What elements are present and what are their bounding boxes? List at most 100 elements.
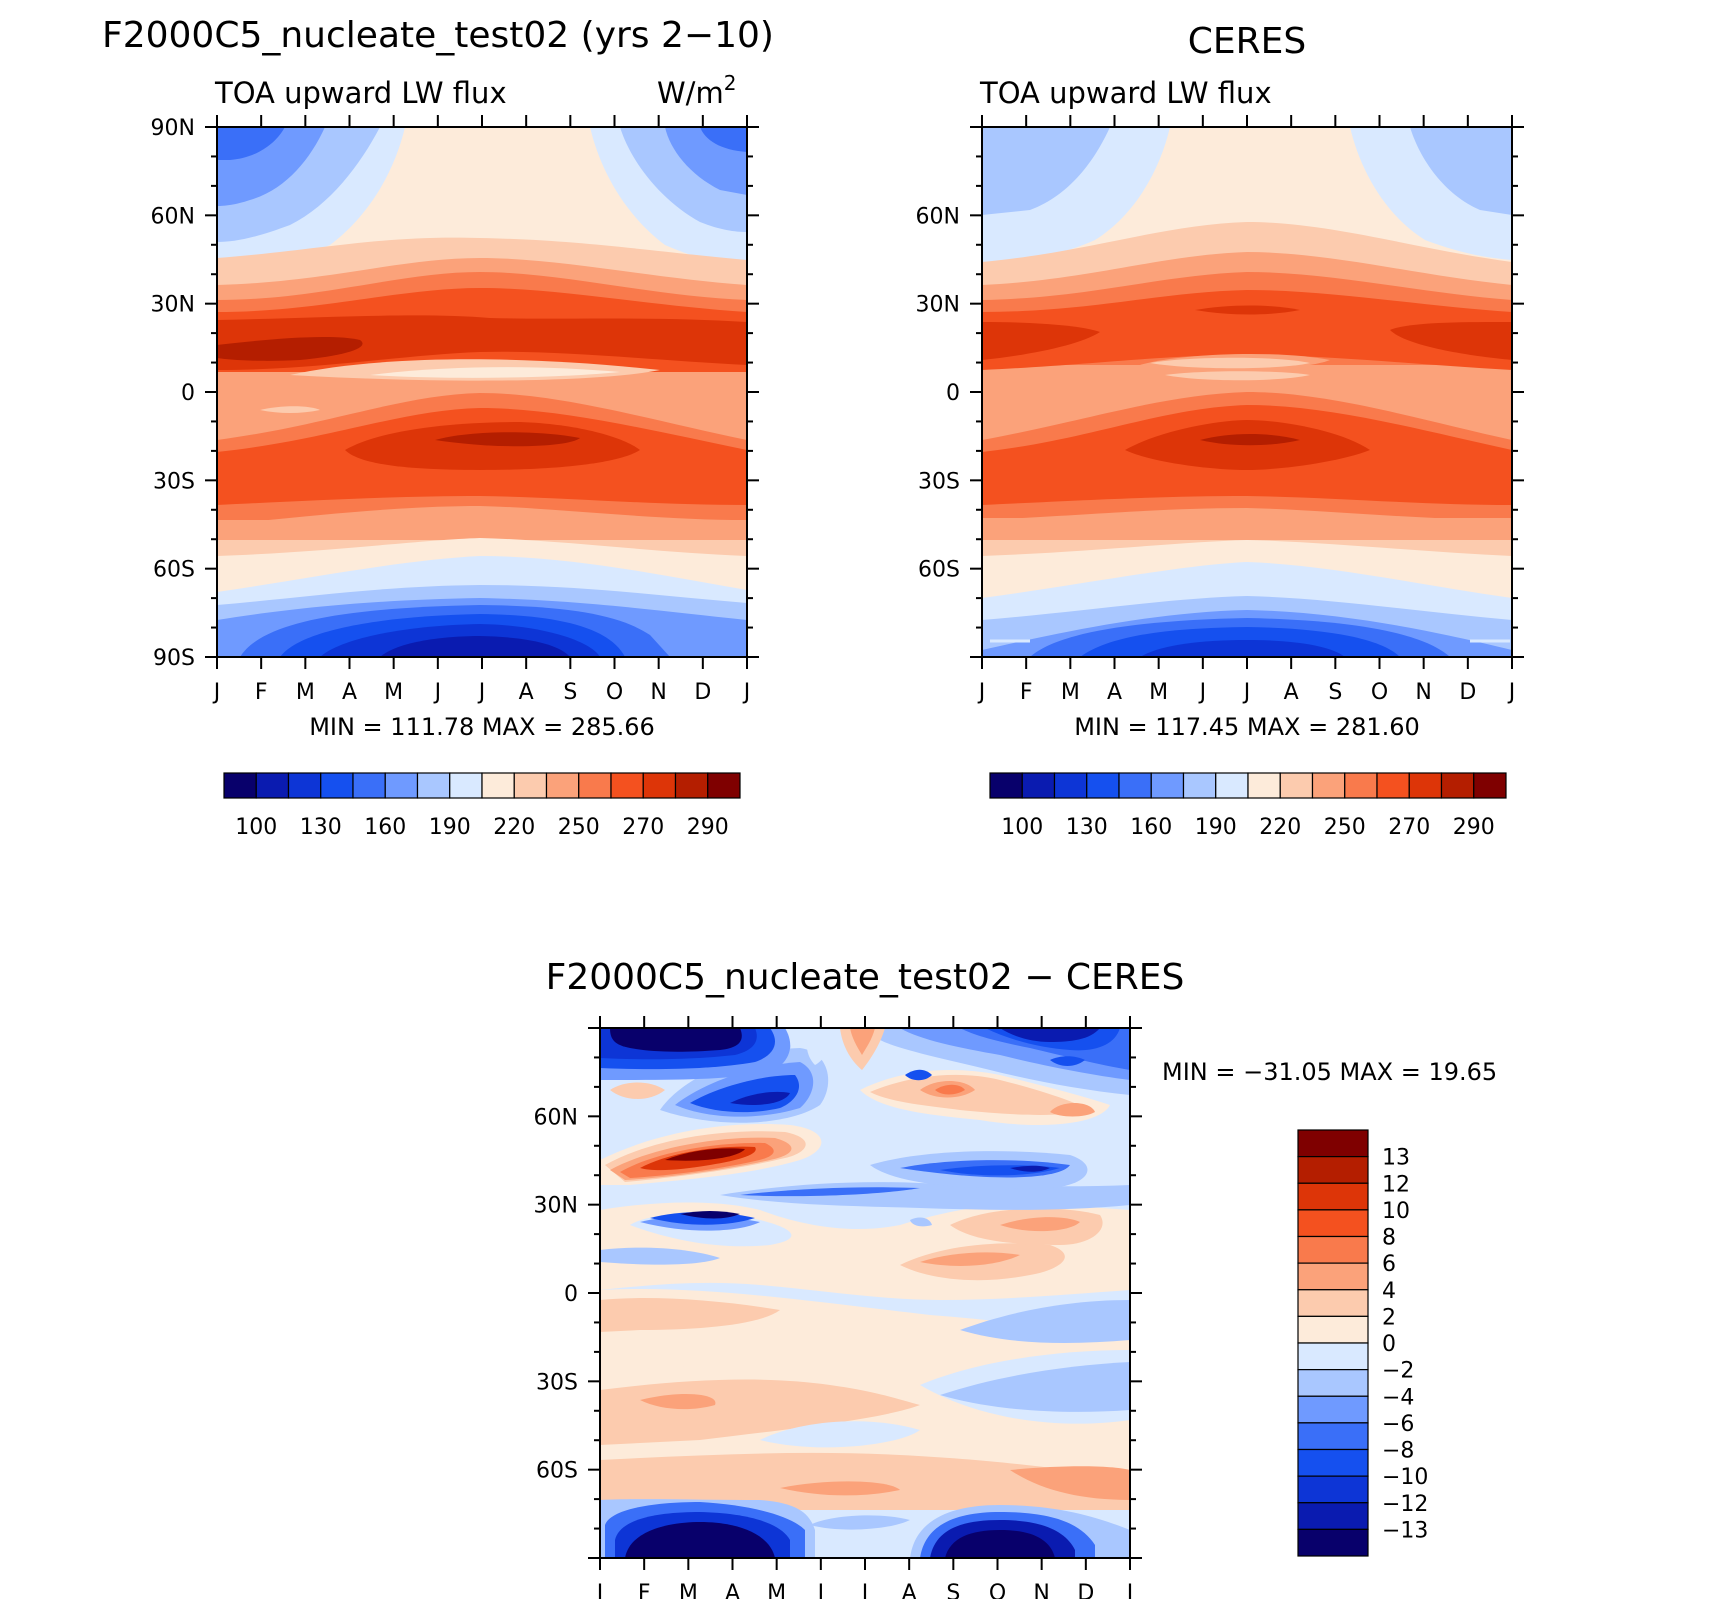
- difference-axes: J F M A M J J A S O N D J 60N 30N 0 30S 60S: [534, 1016, 1142, 1599]
- model-x-tick-label: S: [563, 680, 577, 705]
- model-x-tick-label: J: [477, 680, 486, 705]
- difference-x-tick-label: D: [1077, 1581, 1094, 1599]
- difference-colorbar-box: [1297, 1209, 1369, 1238]
- model-colorbar-box: [674, 772, 709, 799]
- model-x-tick-label: M: [384, 680, 403, 705]
- model-x-tick-label: J: [742, 680, 751, 705]
- ceres-colorbar-box: [1053, 772, 1088, 799]
- difference-colorbar-label: 10: [1382, 1199, 1410, 1224]
- difference-x-tick-label: M: [679, 1581, 698, 1599]
- difference-x-tick-label: J: [860, 1581, 869, 1599]
- model-colorbar-box: [578, 772, 612, 799]
- difference-colorbar-box: [1297, 1342, 1369, 1371]
- model-colorbar-box: [707, 772, 741, 799]
- difference-colorbar-label: −13: [1382, 1518, 1428, 1543]
- model-min-max: MIN = 111.78 MAX = 285.66: [309, 713, 655, 741]
- difference-colorbar-label: 2: [1382, 1305, 1396, 1330]
- ceres-colorbar-box: [1086, 772, 1120, 799]
- difference-min-max: MIN = −31.05 MAX = 19.65: [1162, 1058, 1497, 1086]
- difference-colorbar-box: [1297, 1528, 1369, 1557]
- model-y-tick-label: 90N: [151, 116, 195, 141]
- ceres-x-tick-label: M: [1061, 680, 1080, 705]
- difference-colorbar-box: [1297, 1156, 1369, 1184]
- difference-colorbar-label: 0: [1382, 1332, 1396, 1357]
- difference-x-tick-label: J: [595, 1581, 604, 1599]
- difference-colorbar-box: [1297, 1422, 1369, 1451]
- difference-colorbar-label: 12: [1382, 1172, 1410, 1197]
- difference-colorbar-box: [1297, 1369, 1369, 1397]
- ceres-colorbar-label: 100: [1001, 815, 1043, 840]
- model-colorbar-box: [513, 772, 548, 799]
- ceres-colorbar: 100 130 160 190 220 250 270 290: [989, 772, 1507, 840]
- difference-colorbar-label: 8: [1382, 1226, 1396, 1251]
- difference-colorbar-label: −8: [1382, 1439, 1414, 1464]
- ceres-x-tick-label: O: [1371, 680, 1388, 705]
- ceres-colorbar-box: [1021, 772, 1056, 799]
- ceres-colorbar-box: [1215, 772, 1249, 799]
- model-colorbar-label: 130: [300, 815, 342, 840]
- difference-colorbar-box: [1297, 1129, 1369, 1158]
- difference-x-tick-label: S: [946, 1581, 960, 1599]
- difference-x-tick-label: A: [902, 1581, 917, 1599]
- model-y-tick-label: 60N: [151, 204, 195, 229]
- model-colorbar-box: [287, 772, 322, 799]
- ceres-x-tick-label: J: [1198, 680, 1207, 705]
- difference-x-tick-label: A: [725, 1581, 740, 1599]
- ceres-x-tick-label: S: [1328, 680, 1342, 705]
- difference-contour-field: [600, 1028, 1130, 1558]
- ceres-x-tick-label: J: [1507, 680, 1516, 705]
- difference-x-tick-label: J: [1125, 1581, 1134, 1599]
- ceres-contour-field: [982, 127, 1512, 657]
- model-x-tick-label: J: [433, 680, 442, 705]
- model-y-tick-label: 90S: [153, 646, 195, 671]
- ceres-title: CERES: [1188, 21, 1307, 62]
- ceres-colorbar-label: 220: [1259, 815, 1301, 840]
- ceres-x-tick-label: M: [1149, 680, 1168, 705]
- ceres-colorbar-box: [1311, 772, 1346, 799]
- ceres-colorbar-box: [1247, 772, 1281, 799]
- difference-x-tick-label: F: [638, 1581, 651, 1599]
- difference-y-tick-label: 30S: [536, 1370, 578, 1395]
- model-x-tick-label: A: [342, 680, 357, 705]
- model-colorbar-box: [255, 772, 290, 799]
- ceres-x-tick-label: N: [1415, 680, 1431, 705]
- difference-panel: F2000C5_nucleate_test02 − CERES: [534, 957, 1498, 1599]
- ceres-colorbar-box: [989, 772, 1023, 799]
- difference-colorbar-label: −12: [1382, 1492, 1428, 1517]
- ceres-colorbar-label: 250: [1324, 815, 1366, 840]
- difference-colorbar-box: [1297, 1289, 1369, 1317]
- ceres-colorbar-box: [1150, 772, 1185, 799]
- difference-colorbar-label: 4: [1382, 1279, 1396, 1304]
- ceres-x-tick-label: J: [1242, 680, 1251, 705]
- model-colorbar-box: [384, 772, 419, 799]
- model-colorbar: 100 130 160 190 220 250 270 290: [223, 772, 741, 840]
- model-contour-field: [217, 127, 747, 657]
- difference-colorbar-box: [1297, 1475, 1369, 1504]
- difference-colorbar-label: −4: [1382, 1385, 1414, 1410]
- model-colorbar-box: [642, 772, 677, 799]
- difference-x-tick-label: M: [767, 1581, 786, 1599]
- ceres-y-tick-label: 0: [946, 381, 960, 406]
- difference-colorbar-label: −2: [1382, 1359, 1414, 1384]
- ceres-y-tick-label: 60N: [916, 204, 960, 229]
- model-colorbar-label: 100: [235, 815, 277, 840]
- ceres-y-tick-label: 30N: [916, 293, 960, 318]
- model-y-tick-label: 30N: [151, 293, 195, 318]
- ceres-panel: CERES TOA upward LW flux: [916, 21, 1524, 840]
- model-colorbar-label: 290: [687, 815, 729, 840]
- ceres-colorbar-label: 130: [1066, 815, 1108, 840]
- model-title: F2000C5_nucleate_test02 (yrs 2−10): [102, 15, 774, 56]
- model-colorbar-box: [416, 772, 451, 799]
- model-colorbar-box: [449, 772, 483, 799]
- ceres-colorbar-box: [1118, 772, 1152, 799]
- ceres-colorbar-box: [1473, 772, 1507, 799]
- difference-y-tick-label: 60S: [536, 1459, 578, 1484]
- ceres-colorbar-box: [1440, 772, 1475, 799]
- difference-colorbar-box: [1297, 1315, 1369, 1344]
- ceres-x-tick-label: A: [1284, 680, 1299, 705]
- model-x-tick-label: J: [212, 680, 221, 705]
- ceres-y-tick-label: 60S: [918, 558, 960, 583]
- difference-colorbar-label: 6: [1382, 1252, 1396, 1277]
- model-colorbar-box: [545, 772, 580, 799]
